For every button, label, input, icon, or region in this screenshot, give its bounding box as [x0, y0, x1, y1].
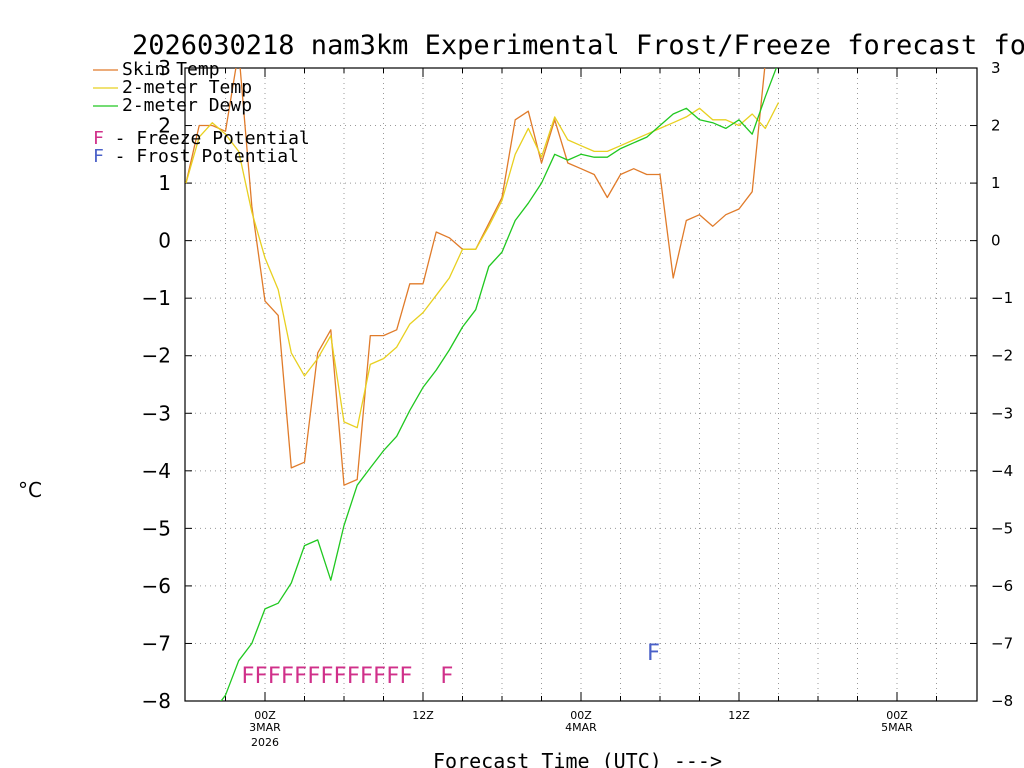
y-axis-label: °C	[18, 478, 42, 502]
y-tick-label: −8	[142, 689, 171, 713]
freeze-potential-mark: F	[440, 664, 453, 689]
x-tick-label: 12Z	[728, 709, 750, 722]
freeze-potential-mark: F	[386, 664, 399, 689]
y-tick-label: −1	[142, 286, 171, 310]
freeze-potential-mark: F	[268, 664, 281, 689]
legend-flag-entry: F - Frost Potential	[93, 146, 299, 167]
y-tick-label-right: −4	[991, 462, 1013, 480]
y-axis-right: 3 2 1 0 −1 −2 −3 −4 −5 −6 −7 −8	[970, 59, 1013, 710]
y-tick-label: −5	[142, 516, 171, 540]
y-tick-label-right: −3	[991, 404, 1013, 422]
y-tick-label-right: 2	[991, 117, 1001, 135]
legend-flag-letter: F	[93, 146, 104, 167]
x-tick-label: 00Z	[886, 709, 908, 722]
series-skin-temp	[185, 68, 766, 486]
y-tick-label: 3	[158, 56, 171, 80]
series-2-meter-dewp	[220, 68, 777, 701]
y-tick-label-right: −1	[991, 289, 1013, 307]
x-tick-date: 5MAR	[881, 721, 913, 734]
freeze-potential-mark: F	[333, 664, 346, 689]
legend-flag-text: - Frost Potential	[104, 146, 299, 167]
y-tick-label: −4	[142, 459, 171, 483]
y-tick-label-right: −6	[991, 577, 1013, 595]
x-tick-date: 3MAR	[249, 721, 281, 734]
y-axis-left: 3 2 1 0 −1 −2 −3 −4 −5 −6 −7 −8	[142, 56, 192, 713]
legend-flag-text: - Freeze Potential	[104, 128, 310, 149]
freeze-potential-mark: F	[281, 664, 294, 689]
legend-label: 2-meter Dewp	[122, 95, 252, 116]
legend-flag-entry: F - Freeze Potential	[93, 128, 310, 149]
freeze-potential-mark: F	[241, 664, 254, 689]
freeze-potential-mark: F	[307, 664, 320, 689]
freeze-potential-mark: F	[360, 664, 373, 689]
y-tick-label: 1	[158, 171, 171, 195]
y-tick-label-right: −5	[991, 519, 1013, 537]
series-lines	[185, 68, 780, 701]
y-tick-label-right: 0	[991, 232, 1001, 250]
y-tick-label-right: 3	[991, 59, 1001, 77]
plot-frame	[184, 67, 978, 702]
y-tick-label: 0	[158, 229, 171, 253]
frost-potential-mark: F	[647, 641, 660, 666]
freeze-potential-mark: F	[373, 664, 386, 689]
y-tick-label: 2	[158, 114, 171, 138]
y-tick-label: −3	[142, 401, 171, 425]
x-axis-label: Forecast Time (UTC) --->	[433, 749, 722, 768]
freeze-potential-mark: F	[254, 664, 267, 689]
y-tick-label-right: −8	[991, 692, 1013, 710]
grid-lines	[185, 68, 977, 701]
x-tick-label: 00Z	[570, 709, 592, 722]
x-tick-year: 2026	[251, 736, 279, 749]
legend-flag-letter: F	[93, 128, 104, 149]
y-tick-label-right: −7	[991, 634, 1013, 652]
potential-flags: F F F F F F F F F F F F F FF	[241, 641, 660, 689]
legend-label: 2-meter Temp	[122, 77, 252, 98]
y-tick-label: −2	[142, 344, 171, 368]
freeze-potential-mark: F	[320, 664, 333, 689]
x-tick-label: 12Z	[412, 709, 434, 722]
freeze-potential-mark: F	[294, 664, 307, 689]
x-tick-label: 00Z	[254, 709, 276, 722]
freeze-potential-mark: F	[399, 664, 412, 689]
freeze-potential-mark: F	[347, 664, 360, 689]
y-tick-label: −7	[142, 631, 171, 655]
y-tick-label-right: −2	[991, 347, 1013, 365]
x-tick-date: 4MAR	[565, 721, 597, 734]
series-2-meter-temp	[185, 102, 780, 429]
chart-title: 2026030218 nam3km Experimental Frost/Fre…	[132, 30, 1024, 61]
y-tick-label-right: 1	[991, 174, 1001, 192]
legend-label: Skin Temp	[122, 59, 220, 80]
y-tick-label: −6	[142, 574, 171, 598]
